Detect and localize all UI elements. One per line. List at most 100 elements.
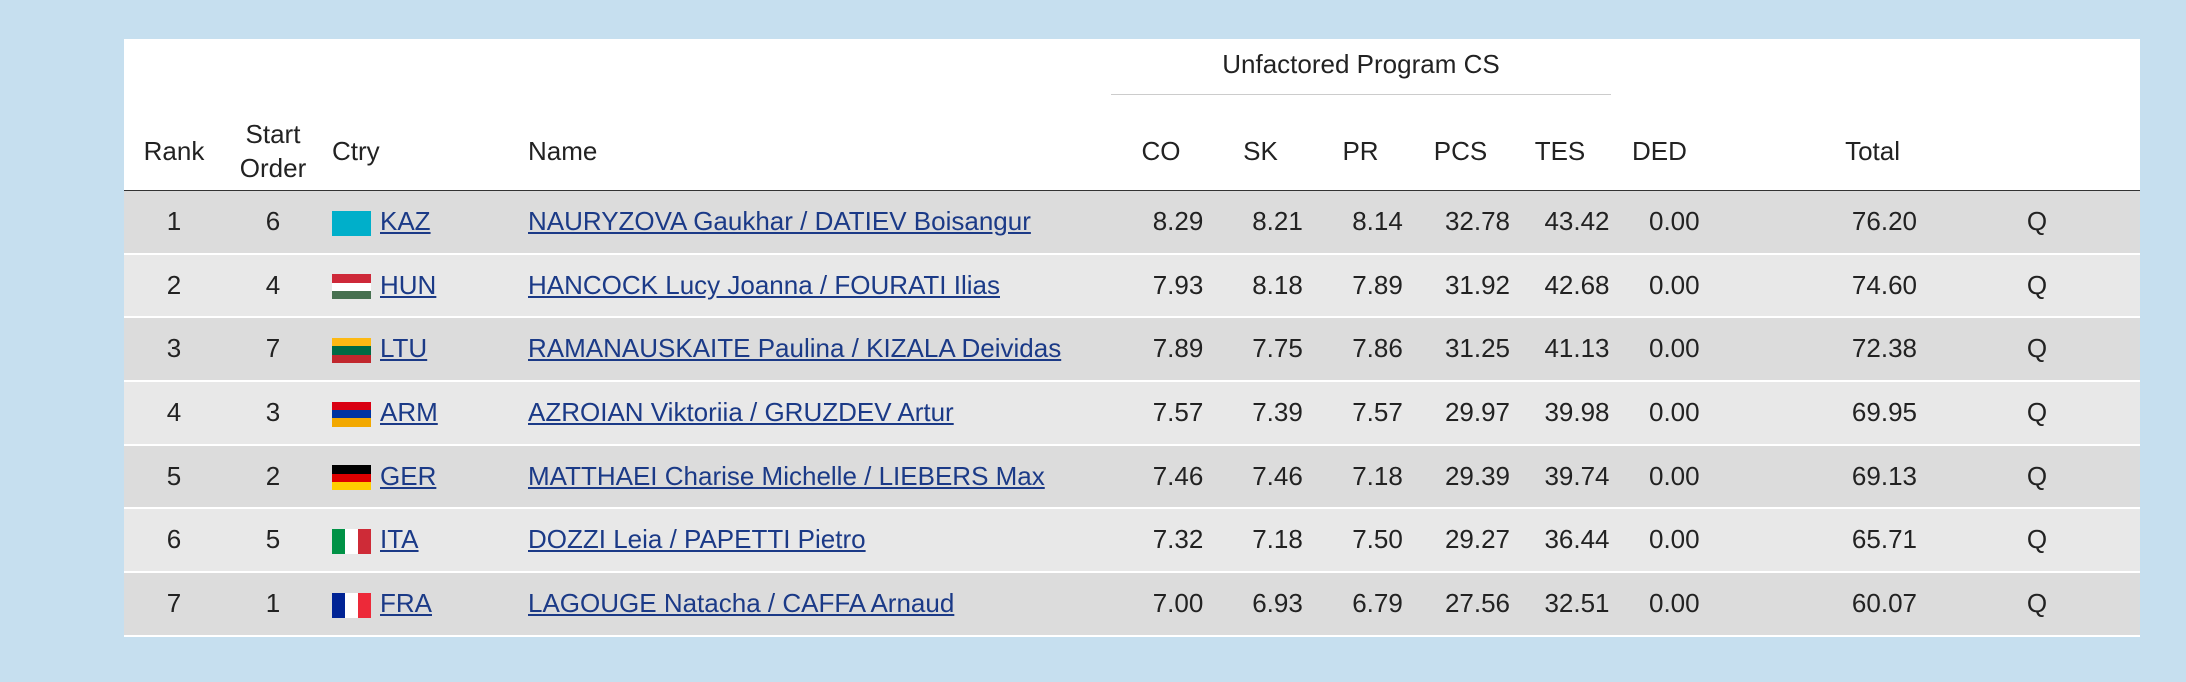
co-cell: 7.89 — [1152, 333, 1204, 364]
tes-cell: 42.68 — [1544, 269, 1610, 300]
pcs-cell: 31.92 — [1444, 269, 1511, 300]
table-row: 3 7 LTU RAMANAUSKAITE Paulina / KIZALA Deiv… — [124, 318, 2140, 383]
table-row: 1 6 KAZ NAURYZOVA Gaukhar / DATIEV Boisangu… — [124, 191, 2140, 255]
q-cell: Q — [2026, 397, 2048, 428]
total-cell: 74.60 — [1851, 269, 1917, 300]
pr-cell: 7.18 — [1352, 460, 1403, 491]
flag-icon — [332, 465, 371, 491]
q-cell: Q — [2026, 524, 2048, 555]
ded-cell: 0.00 — [1649, 206, 1700, 236]
table-body: 1 6 KAZ NAURYZOVA Gaukhar / DATIEV Boisangu… — [124, 191, 2140, 637]
sk-cell: 8.21 — [1252, 206, 1303, 236]
ded-cell: 0.00 — [1649, 333, 1700, 364]
q-cell: Q — [2026, 269, 2048, 300]
rank-cell: 2 — [166, 269, 182, 300]
ctry-cell: LTU — [322, 330, 528, 368]
skater-link[interactable]: HANCOCK Lucy Joanna / FOURATI Ilias — [528, 269, 1000, 300]
column-header: DED — [1632, 136, 1687, 167]
pr-cell: 7.86 — [1352, 333, 1403, 364]
name-cell: NAURYZOVA Gaukhar / DATIEV Boisangur — [528, 203, 1128, 241]
co-cell: 8.29 — [1152, 206, 1204, 236]
rank-cell: 1 — [166, 206, 182, 236]
country-link[interactable]: ARM — [380, 397, 438, 428]
flag-icon — [332, 274, 371, 300]
table-row: 6 5 ITA DOZZI Leia / PAPETTI Pietro 7.32 7.18… — [124, 509, 2140, 574]
tes-cell: 39.74 — [1544, 460, 1610, 491]
flag-icon — [332, 210, 371, 236]
column-header: SK — [1243, 136, 1278, 167]
column-header: Ctry — [332, 136, 380, 167]
group-header: Unfactored Program CS — [1222, 49, 1500, 79]
rank-cell: 6 — [166, 524, 182, 555]
sk-cell: 7.39 — [1252, 397, 1303, 428]
skater-link[interactable]: AZROIAN Viktoriia / GRUZDEV Artur — [528, 397, 954, 428]
pr-cell: 7.89 — [1352, 269, 1403, 300]
q-cell: Q — [2026, 333, 2048, 364]
flag-stripe — [332, 482, 371, 491]
group-underline — [1111, 94, 1611, 95]
flag-stripe — [332, 592, 345, 618]
sk-cell: 7.46 — [1252, 460, 1303, 491]
flag-stripe — [332, 410, 371, 419]
ctry-cell: KAZ — [322, 203, 528, 241]
flag-stripe — [332, 338, 371, 347]
tes-cell: 41.13 — [1544, 333, 1610, 364]
flag-stripe — [332, 290, 371, 300]
country-link[interactable]: FRA — [380, 588, 432, 619]
flag-icon — [332, 401, 371, 427]
flag-stripe — [332, 274, 371, 283]
tes-cell: 43.42 — [1544, 206, 1610, 236]
flag-stripe — [332, 465, 371, 474]
tes-cell: 32.51 — [1544, 588, 1610, 619]
country-link[interactable]: HUN — [380, 269, 437, 300]
country-link[interactable]: GER — [380, 460, 437, 491]
country-link[interactable]: ITA — [380, 524, 419, 555]
table-row: 2 4 HUN HANCOCK Lucy Joanna / FOURATI Ilias… — [124, 254, 2140, 319]
flag-icon — [332, 592, 371, 618]
skater-link[interactable]: LAGOUGE Natacha / CAFFA Arnaud — [528, 588, 955, 619]
q-cell: Q — [2026, 460, 2048, 491]
sk-cell: 8.18 — [1252, 269, 1303, 300]
flag-stripe — [345, 592, 358, 618]
co-cell: 7.57 — [1152, 397, 1204, 428]
skater-link[interactable]: NAURYZOVA Gaukhar / DATIEV Boisangur — [528, 206, 1031, 236]
table-row: 4 3 ARM AZROIAN Viktoriia / GRUZDEV Artur 7.… — [124, 382, 2140, 446]
pcs-cell: 31.25 — [1444, 333, 1511, 364]
tes-cell: 39.98 — [1544, 397, 1610, 428]
column-header: Rank — [143, 136, 205, 167]
start-cell: 3 — [265, 397, 281, 428]
flag-stripe — [332, 473, 371, 483]
pcs-cell: 29.27 — [1444, 524, 1511, 555]
ded-cell: 0.00 — [1649, 588, 1700, 619]
column-header: CO — [1141, 136, 1181, 167]
flag-stripe — [358, 592, 371, 618]
column-header: PCS — [1433, 136, 1488, 167]
table-row: 7 1 FRA LAGOUGE Natacha / CAFFA Arnaud 7.00 6… — [124, 573, 2140, 637]
country-link[interactable]: KAZ — [380, 206, 431, 236]
name-cell: MATTHAEI Charise Michelle / LIEBERS Max — [528, 458, 1128, 496]
pcs-cell: 32.78 — [1444, 206, 1511, 236]
rank-cell: 5 — [166, 460, 182, 491]
total-cell: 72.38 — [1851, 333, 1917, 364]
flag-stripe — [332, 282, 371, 291]
skater-link[interactable]: MATTHAEI Charise Michelle / LIEBERS Max — [528, 460, 1045, 491]
flag-icon — [332, 529, 371, 555]
pr-cell: 8.14 — [1352, 206, 1403, 236]
flag-stripe — [332, 346, 371, 355]
flag-stripe — [332, 418, 371, 427]
column-header: TES — [1534, 136, 1586, 167]
total-cell: 69.95 — [1851, 397, 1917, 428]
skater-link[interactable]: RAMANAUSKAITE Paulina / KIZALA Deividas — [528, 333, 1062, 364]
ded-cell: 0.00 — [1649, 524, 1700, 555]
pcs-cell: 27.56 — [1444, 588, 1511, 619]
tes-cell: 36.44 — [1544, 524, 1610, 555]
skater-link[interactable]: DOZZI Leia / PAPETTI Pietro — [528, 524, 866, 555]
q-cell: Q — [2026, 588, 2048, 619]
name-cell: LAGOUGE Natacha / CAFFA Arnaud — [528, 585, 1128, 623]
table-row: 5 2 GER MATTHAEI Charise Michelle / LIEBERS… — [124, 445, 2140, 510]
country-link[interactable]: LTU — [380, 333, 428, 364]
sk-cell: 6.93 — [1252, 588, 1303, 619]
name-cell: RAMANAUSKAITE Paulina / KIZALA Deividas — [528, 330, 1128, 368]
flag-stripe — [332, 529, 345, 555]
